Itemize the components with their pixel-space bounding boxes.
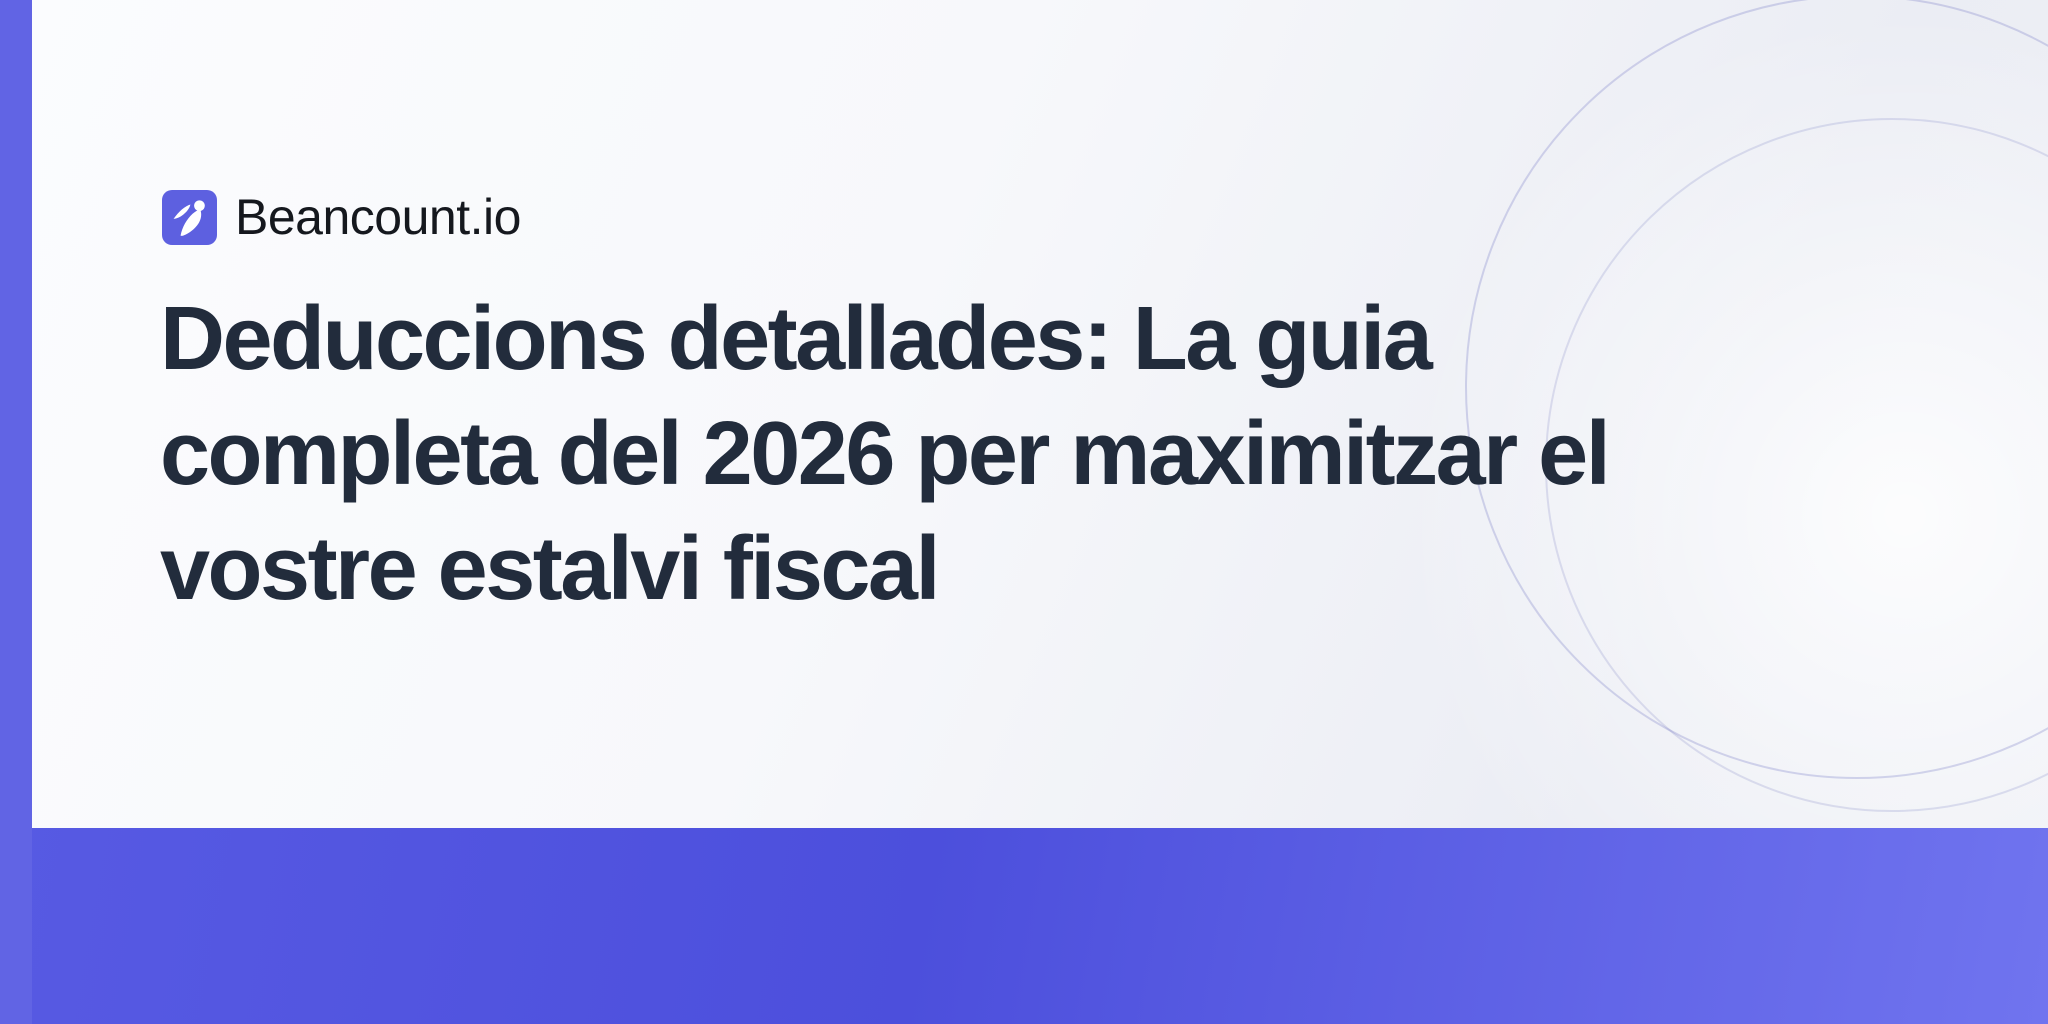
brand-lockup: Beancount.io — [162, 190, 521, 245]
leaping-person-icon — [162, 190, 217, 245]
headline-line-1: Deduccions detallades: La guia — [160, 289, 1433, 389]
headline-line-3: vostre estalvi fiscal — [160, 519, 940, 619]
left-accent-bar — [0, 0, 32, 1024]
headline-line-2: completa del 2026 per maximitzar el — [160, 404, 1611, 504]
brand-name: Beancount.io — [235, 189, 521, 245]
headline: Deduccions detallades: La guia completa … — [160, 282, 1960, 627]
bottom-accent-band — [0, 828, 2048, 1024]
banner-content: Beancount.io Deduccions detallades: La g… — [160, 190, 1960, 627]
